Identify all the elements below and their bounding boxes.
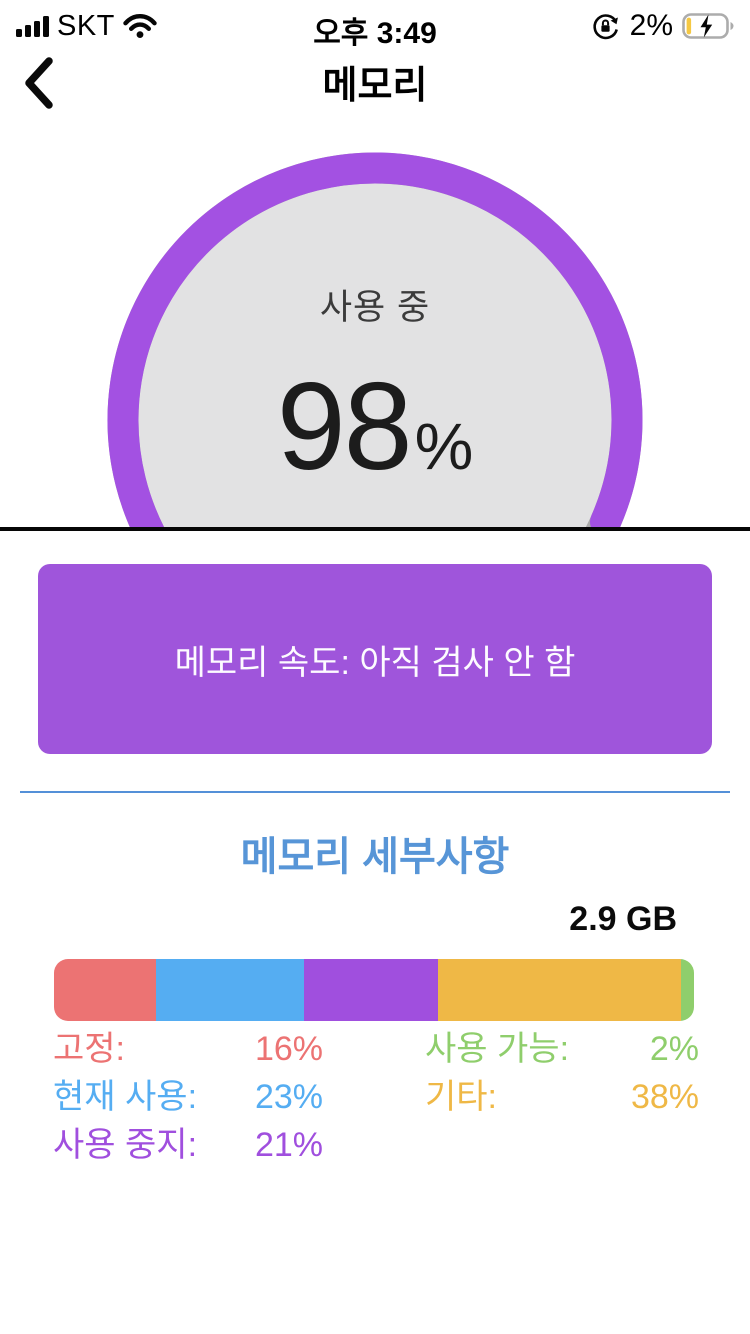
memory-gauge-section: 사용 중 98 %: [0, 120, 750, 531]
legend-row: 고정: 16%: [53, 1025, 323, 1073]
memory-speed-button[interactable]: 메모리 속도: 아직 검사 안 함: [38, 564, 712, 754]
legend-value: 23%: [254, 1078, 323, 1116]
gauge-percent-number: 98: [276, 358, 413, 496]
battery-percent-label: 2%: [629, 9, 673, 42]
status-right-cluster: 2%: [590, 9, 734, 43]
gauge-value: 98 %: [107, 365, 643, 489]
gauge-label: 사용 중: [319, 288, 431, 327]
bar-segment-고정: [54, 959, 157, 1021]
total-memory-label: 2.9 GB: [569, 900, 677, 938]
memory-breakdown-bar: [54, 959, 694, 1021]
legend-label: 사용 가능:: [425, 1030, 570, 1068]
bar-segment-사용 중지: [303, 959, 438, 1021]
legend-value: 2%: [649, 1030, 699, 1068]
orientation-lock-icon: [590, 11, 621, 42]
bar-segment-현재 사용: [156, 959, 304, 1021]
legend-label: 기타:: [425, 1078, 498, 1116]
page-title: 메모리: [322, 65, 428, 107]
details-heading: 메모리 세부사항: [240, 835, 510, 879]
bar-segment-기타: [437, 959, 682, 1021]
status-left-cluster: SKT: [16, 10, 157, 43]
legend-row: 사용 중지: 21%: [53, 1121, 323, 1169]
memory-legend: 고정: 16% 현재 사용: 23% 사용 중지: 21% 사용 가능: 2% …: [0, 1025, 750, 1169]
battery-charging-icon: [682, 13, 734, 39]
legend-row: 기타: 38%: [425, 1073, 699, 1121]
memory-usage-gauge: 사용 중 98 %: [107, 152, 643, 527]
legend-label: 현재 사용:: [53, 1078, 198, 1116]
back-button[interactable]: [18, 56, 58, 110]
signal-bars-icon: [16, 15, 49, 37]
bar-segment-사용 가능: [681, 959, 694, 1021]
wifi-icon: [123, 13, 157, 39]
status-bar: SKT 오후 3:49 2%: [0, 0, 750, 50]
chevron-left-icon: [21, 56, 55, 110]
gauge-ring: [107, 152, 643, 527]
legend-value: 38%: [630, 1078, 699, 1116]
legend-label: 사용 중지:: [53, 1126, 198, 1164]
legend-value: 21%: [254, 1126, 323, 1164]
gauge-percent-sign: %: [414, 409, 474, 483]
legend-row: 사용 가능: 2%: [425, 1025, 699, 1073]
legend-column-right: 사용 가능: 2% 기타: 38%: [425, 1025, 699, 1169]
legend-value: 16%: [254, 1030, 323, 1068]
legend-row: 현재 사용: 23%: [53, 1073, 323, 1121]
section-divider: [20, 791, 730, 793]
legend-column-left: 고정: 16% 현재 사용: 23% 사용 중지: 21%: [53, 1025, 323, 1169]
legend-label: 고정:: [53, 1030, 126, 1068]
nav-bar: 메모리: [0, 46, 750, 120]
clock-label: 오후 3:49: [313, 17, 437, 50]
carrier-label: SKT: [57, 9, 115, 42]
